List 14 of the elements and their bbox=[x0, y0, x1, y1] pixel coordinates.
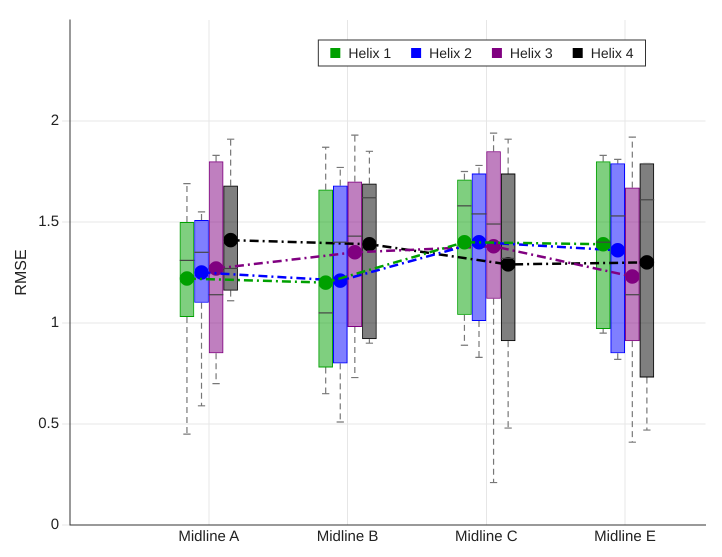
y-tick-label: 0.5 bbox=[38, 415, 60, 432]
legend-label: Helix 3 bbox=[510, 44, 553, 61]
x-tick-label: Midline C bbox=[455, 528, 518, 546]
x-tick-label: Midline B bbox=[316, 528, 378, 546]
y-tick-label: 0 bbox=[50, 516, 60, 534]
y-axis-title: RMSE bbox=[13, 249, 30, 296]
legend-label: Helix 4 bbox=[590, 44, 634, 61]
y-tick-label: 2 bbox=[50, 112, 60, 130]
y-tick-label: 1 bbox=[50, 314, 60, 332]
x-tick-label: Midline A bbox=[178, 528, 240, 546]
legend-label: Helix 1 bbox=[348, 44, 392, 61]
legend-label: Helix 2 bbox=[429, 44, 472, 61]
y-tick-label: 1.5 bbox=[38, 213, 60, 230]
x-tick-label: Midline E bbox=[594, 528, 656, 546]
